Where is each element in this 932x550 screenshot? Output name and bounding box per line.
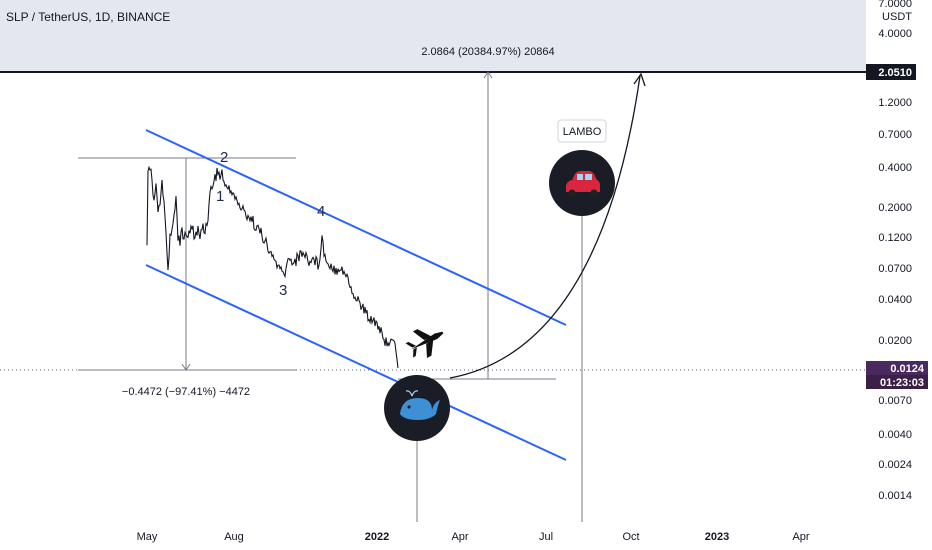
- price-axis[interactable]: 7.0000 USDT 4.0000 1.2000 0.7000 0.4000 0.20…: [878, 0, 912, 502]
- time-tick-label: Oct: [622, 531, 639, 543]
- price-axis-unit: USDT: [882, 11, 912, 23]
- car-badge[interactable]: [549, 150, 615, 216]
- channel-upper-line[interactable]: [145, 129, 567, 326]
- time-tick-label: Apr: [792, 531, 809, 543]
- price-tick-label: 0.0700: [878, 263, 912, 275]
- price-tick-label: 0.0024: [878, 459, 912, 471]
- bar-countdown-badge: 01:23:03: [866, 375, 928, 389]
- wave-label-2: 2: [220, 149, 228, 166]
- price-tick-label: 0.2000: [878, 202, 912, 214]
- svg-text:0.0124: 0.0124: [890, 363, 925, 375]
- time-tick-label: 2022: [365, 531, 389, 543]
- whale-badge[interactable]: [384, 375, 450, 441]
- lambo-label: LAMBO: [563, 126, 602, 138]
- lambo-callout[interactable]: LAMBO: [557, 119, 607, 143]
- wave-label-3: 3: [279, 282, 287, 299]
- price-tick-label: 0.0400: [878, 294, 912, 306]
- airplane-icon: [405, 329, 444, 358]
- projection-curve[interactable]: [449, 75, 641, 379]
- time-tick-label: Aug: [224, 531, 244, 543]
- svg-text:2.0510: 2.0510: [878, 67, 912, 79]
- price-tick-label: 0.1200: [878, 232, 912, 244]
- symbol-title[interactable]: SLP / TetherUS, 1D, BINANCE: [6, 10, 170, 24]
- price-tick-label: 0.7000: [878, 129, 912, 141]
- target-price-badge: 2.0510: [866, 64, 916, 80]
- projection-arrowhead: [633, 72, 646, 87]
- car-icon: [566, 171, 600, 197]
- measure-down-label: −0.4472 (−97.41%) −4472: [122, 386, 250, 398]
- price-tick-label: 0.0070: [878, 395, 912, 407]
- svg-text:01:23:03: 01:23:03: [880, 377, 924, 389]
- time-tick-label: May: [137, 531, 158, 543]
- price-tick-label: 0.0200: [878, 335, 912, 347]
- time-tick-label: 2023: [705, 531, 729, 543]
- whale-icon: [400, 390, 440, 420]
- price-tick-label: 0.0014: [878, 490, 912, 502]
- measure-up-label: 2.0864 (20384.97%) 20864: [421, 46, 554, 58]
- target-zone: [0, 0, 866, 72]
- price-tick-label: 0.0040: [878, 429, 912, 441]
- channel-lower-line[interactable]: [145, 264, 567, 461]
- current-price-badge: 0.0124: [866, 361, 928, 375]
- wave-label-1: 1: [216, 188, 224, 205]
- price-series-line[interactable]: [146, 165, 399, 369]
- time-axis[interactable]: May Aug 2022 Apr Jul Oct 2023 Apr: [137, 531, 810, 543]
- price-tick-label: 0.4000: [878, 162, 912, 174]
- time-tick-label: Jul: [539, 531, 553, 543]
- price-tick-label: 1.2000: [878, 97, 912, 109]
- wave-label-4: 4: [317, 203, 325, 220]
- price-tick-label: 4.0000: [878, 28, 912, 40]
- measure-down-tool[interactable]: [78, 157, 296, 371]
- price-axis-top: 7.0000: [878, 0, 912, 10]
- time-tick-label: Apr: [451, 531, 468, 543]
